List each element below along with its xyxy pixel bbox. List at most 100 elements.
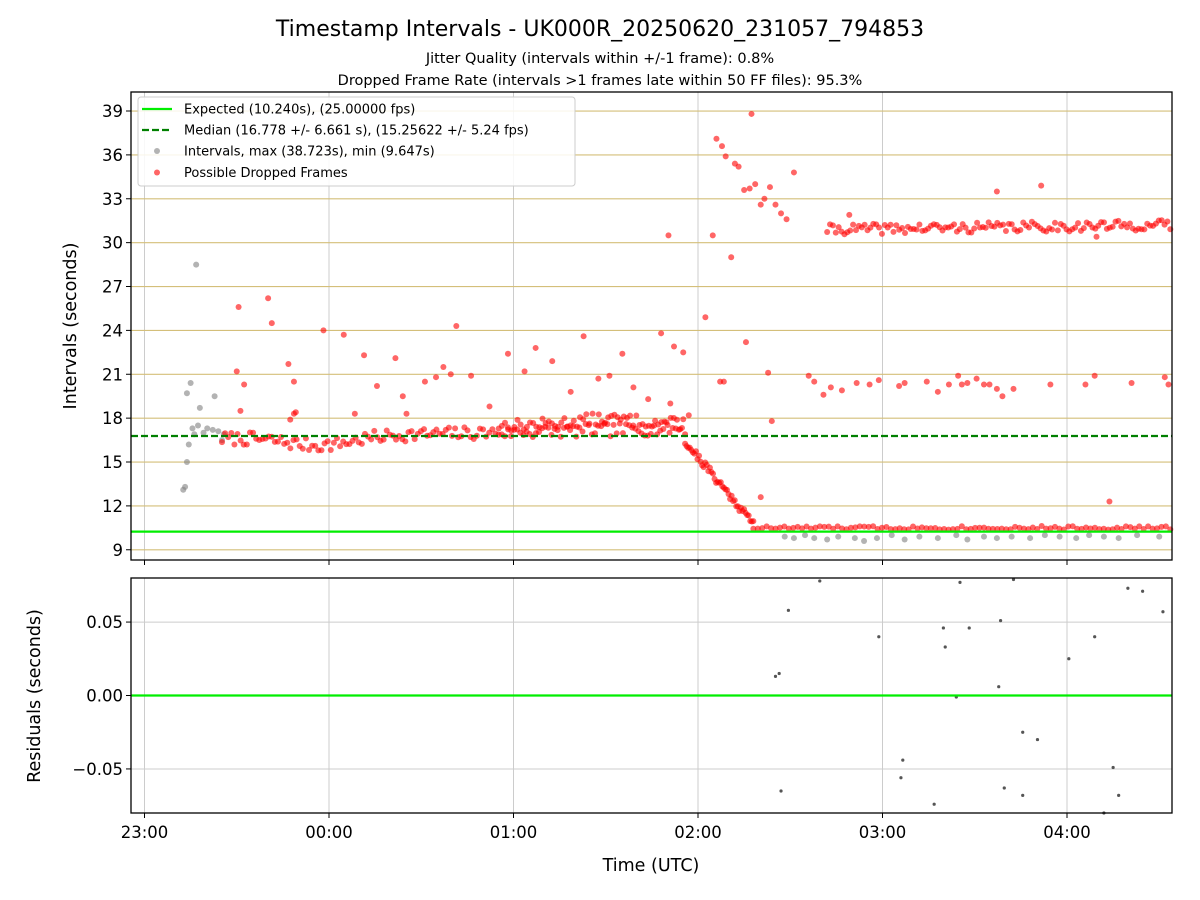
dropped-frame-point	[1118, 525, 1125, 532]
dropped-frame-point	[735, 163, 742, 170]
dropped-frame-point	[805, 372, 812, 379]
dropped-frame-point	[1010, 385, 1017, 392]
dropped-frame-point	[757, 494, 764, 501]
dropped-frame-point	[768, 418, 775, 425]
dropped-frame-point	[327, 446, 334, 453]
dropped-frame-point	[1100, 219, 1107, 226]
dropped-frame-point	[998, 525, 1005, 532]
dropped-frame-point	[1017, 227, 1024, 234]
dropped-frame-point	[821, 523, 828, 530]
dropped-frame-point	[830, 525, 837, 532]
dropped-frame-point	[941, 525, 948, 532]
dropped-frame-point	[839, 525, 846, 532]
dropped-frame-point	[999, 393, 1006, 400]
intervals-y-tick-label: 18	[102, 409, 123, 428]
dropped-frame-point	[989, 525, 996, 532]
dropped-frame-point	[399, 393, 406, 400]
residuals-plot: 0.05 0.00 −0.05 23:00 00:00 01:00 02:00 03:00 0…	[25, 577, 1173, 876]
dropped-frame-point	[579, 428, 586, 435]
residual-point	[958, 580, 962, 585]
dropped-frame-point	[287, 416, 294, 423]
dropped-frame-point	[666, 429, 673, 436]
dropped-frame-point	[994, 525, 1001, 532]
dropped-frame-point	[754, 525, 761, 532]
dropped-frame-point	[971, 225, 978, 232]
interval-point	[193, 261, 200, 268]
dropped-frame-point	[878, 230, 885, 237]
dropped-frame-point	[1100, 525, 1107, 532]
dropped-frame-point	[816, 523, 823, 530]
dropped-frame-point	[452, 425, 459, 432]
dropped-frame-point	[710, 470, 717, 477]
dropped-frame-point	[875, 377, 882, 384]
residual-point	[1021, 730, 1025, 734]
dropped-frame-point	[320, 327, 327, 334]
dropped-frame-point	[1038, 523, 1045, 530]
interval-point	[1073, 535, 1080, 542]
dropped-frame-point	[887, 221, 894, 228]
interval-point	[195, 422, 202, 429]
dropped-frame-point	[489, 426, 496, 433]
dropped-frame-point	[1091, 372, 1098, 379]
dropped-frame-point	[514, 416, 521, 423]
dropped-frame-point	[847, 524, 854, 531]
dropped-frame-point	[856, 523, 863, 530]
dropped-frame-point	[790, 169, 797, 176]
legend-median-label: Median (16.778 +/- 6.661 s), (15.25622 +…	[184, 124, 529, 139]
dropped-frame-point	[923, 378, 930, 385]
dropped-frame-point	[293, 436, 300, 443]
dropped-frame-point	[1069, 523, 1076, 530]
dropped-frame-point	[648, 423, 655, 430]
dropped-frame-point	[702, 314, 709, 321]
chart-title: Timestamp Intervals - UK000R_20250620_23…	[275, 17, 924, 42]
legend: Expected (10.240s), (25.00000 fps) Media…	[137, 96, 576, 187]
dropped-frame-point	[962, 224, 969, 231]
dropped-frame-point	[745, 512, 752, 519]
interval-point	[1056, 533, 1063, 540]
interval-point	[811, 535, 818, 542]
residual-point	[1021, 793, 1025, 797]
dropped-frame-point	[558, 419, 565, 426]
dropped-frame-point	[893, 222, 900, 229]
dropped-frame-point	[878, 524, 885, 531]
dropped-frame-point	[861, 523, 868, 530]
dropped-frame-point	[785, 525, 792, 532]
dropped-frame-point	[728, 492, 735, 499]
dropped-frame-point	[1128, 380, 1135, 387]
dropped-frame-point	[532, 344, 539, 351]
dropped-frame-point	[1126, 220, 1133, 227]
interval-point	[824, 536, 831, 543]
dropped-frame-point	[820, 391, 827, 398]
dropped-frame-point	[768, 525, 775, 532]
dropped-frame-point	[1008, 221, 1015, 228]
interval-point	[888, 532, 895, 539]
dropped-frame-point	[433, 426, 440, 433]
dropped-frame-point	[667, 400, 674, 407]
interval-point	[790, 535, 797, 542]
dropped-frame-point	[1051, 219, 1058, 226]
dropped-frame-point	[1161, 374, 1168, 381]
dropped-frame-point	[447, 371, 454, 378]
dropped-frame-point	[1072, 224, 1079, 231]
dropped-frame-point	[633, 412, 640, 419]
dropped-frame-point	[536, 424, 543, 431]
dropped-frame-point	[368, 436, 375, 443]
dropped-frame-point	[1020, 525, 1027, 532]
dropped-frame-point	[580, 333, 587, 340]
dropped-frame-point	[287, 445, 294, 452]
dropped-frame-point	[1149, 525, 1156, 532]
dropped-frame-point	[861, 221, 868, 228]
residual-point	[1035, 737, 1040, 742]
residual-point	[777, 671, 781, 676]
residual-point	[932, 802, 936, 806]
dropped-frame-point	[1016, 524, 1023, 531]
dropped-frame-point	[835, 224, 842, 231]
dropped-frame-point	[1109, 223, 1116, 230]
dropped-frame-point	[890, 228, 897, 235]
dropped-frame-point	[630, 422, 637, 429]
dropped-frame-point	[748, 110, 755, 117]
dropped-frame-point	[361, 352, 368, 359]
dropped-frame-point	[913, 226, 920, 233]
dropped-frame-point	[951, 221, 958, 228]
dropped-frame-point	[480, 426, 487, 433]
